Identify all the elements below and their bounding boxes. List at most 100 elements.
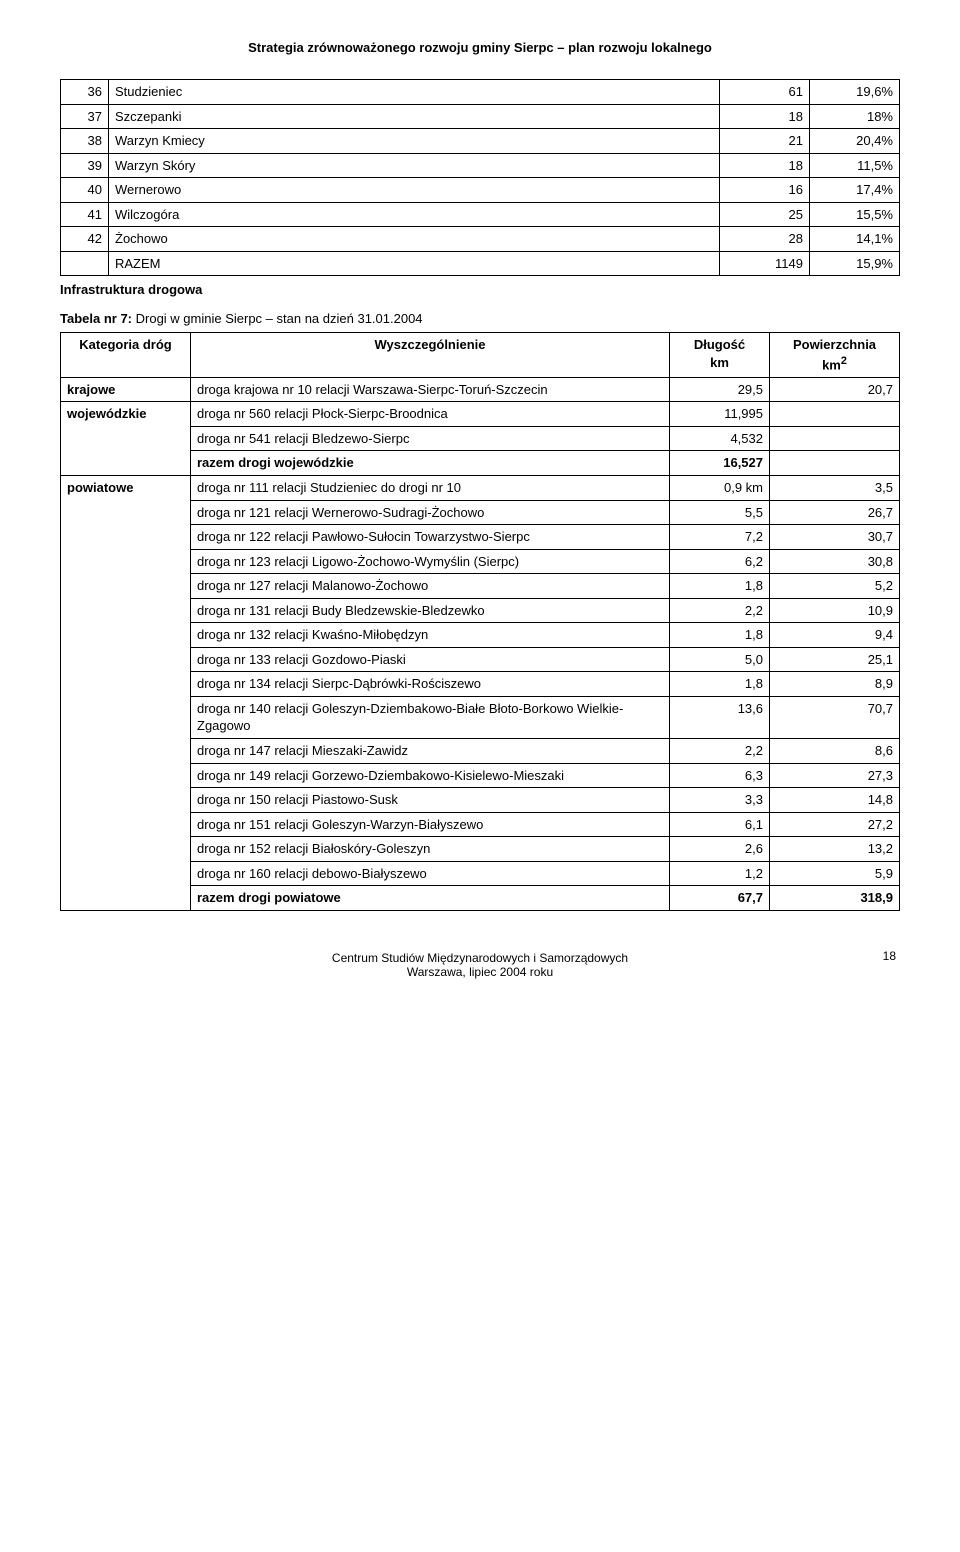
cell-length: 11,995 [670, 402, 770, 427]
table-row: 36Studzieniec6119,6% [61, 80, 900, 105]
page-header-title: Strategia zrównoważonego rozwoju gminy S… [60, 40, 900, 55]
cell-index: 37 [61, 104, 109, 129]
table-row-total: RAZEM114915,9% [61, 251, 900, 276]
cell-value2: 20,4% [810, 129, 900, 154]
cell-value2: 18% [810, 104, 900, 129]
cell-index: 42 [61, 227, 109, 252]
cell-category: krajowe [61, 377, 191, 402]
cell-length: 2,6 [670, 837, 770, 862]
cell-area: 30,7 [770, 525, 900, 550]
cell-subtotal-label: razem drogi wojewódzkie [191, 451, 670, 476]
table-roads: Kategoria drógWyszczególnienieDługośćkmP… [60, 332, 900, 910]
footer-line2: Warszawa, lipiec 2004 roku [60, 965, 900, 979]
cell-value1: 25 [720, 202, 810, 227]
cell-length: 1,2 [670, 861, 770, 886]
cell-value1: 18 [720, 153, 810, 178]
cell-desc: droga nr 151 relacji Goleszyn-Warzyn-Bia… [191, 812, 670, 837]
cell-subtotal-area: 318,9 [770, 886, 900, 911]
cell-desc: droga nr 121 relacji Wernerowo-Sudragi-Ż… [191, 500, 670, 525]
cell-length: 2,2 [670, 739, 770, 764]
cell-area: 27,2 [770, 812, 900, 837]
cell-name: Wernerowo [109, 178, 720, 203]
caption-prefix: Tabela nr 7: [60, 311, 132, 326]
cell-value2: 15,5% [810, 202, 900, 227]
cell-value1: 61 [720, 80, 810, 105]
cell-area: 26,7 [770, 500, 900, 525]
cell-area: 3,5 [770, 475, 900, 500]
cell-area: 5,9 [770, 861, 900, 886]
table-caption: Tabela nr 7: Drogi w gminie Sierpc – sta… [60, 311, 900, 326]
cell-empty [61, 251, 109, 276]
table-row: powiatowedroga nr 111 relacji Studzienie… [61, 475, 900, 500]
header-area: Powierzchniakm2 [770, 333, 900, 377]
caption-text: Drogi w gminie Sierpc – stan na dzień 31… [132, 311, 423, 326]
cell-length: 2,2 [670, 598, 770, 623]
cell-index: 41 [61, 202, 109, 227]
cell-length: 1,8 [670, 672, 770, 697]
cell-length: 1,8 [670, 574, 770, 599]
cell-desc: droga nr 560 relacji Płock-Sierpc-Broodn… [191, 402, 670, 427]
cell-length: 13,6 [670, 696, 770, 738]
cell-desc: droga nr 149 relacji Gorzewo-Dziembakowo… [191, 763, 670, 788]
cell-name: Warzyn Kmiecy [109, 129, 720, 154]
cell-length: 5,0 [670, 647, 770, 672]
cell-index: 36 [61, 80, 109, 105]
cell-desc: droga nr 127 relacji Malanowo-Żochowo [191, 574, 670, 599]
cell-length: 5,5 [670, 500, 770, 525]
cell-value1: 16 [720, 178, 810, 203]
table-row: wojewódzkiedroga nr 560 relacji Płock-Si… [61, 402, 900, 427]
cell-desc: droga nr 111 relacji Studzieniec do drog… [191, 475, 670, 500]
cell-area: 14,8 [770, 788, 900, 813]
cell-length: 6,1 [670, 812, 770, 837]
table-row: 39Warzyn Skóry1811,5% [61, 153, 900, 178]
section-heading: Infrastruktura drogowa [60, 282, 900, 297]
cell-area: 8,9 [770, 672, 900, 697]
cell-length: 4,532 [670, 426, 770, 451]
cell-length: 29,5 [670, 377, 770, 402]
table-row: 38Warzyn Kmiecy2120,4% [61, 129, 900, 154]
cell-total-v1: 1149 [720, 251, 810, 276]
table-row: 37Szczepanki1818% [61, 104, 900, 129]
cell-name: Wilczogóra [109, 202, 720, 227]
cell-area: 13,2 [770, 837, 900, 862]
table-header-row: Kategoria drógWyszczególnienieDługośćkmP… [61, 333, 900, 377]
cell-desc: droga nr 123 relacji Ligowo-Żochowo-Wymy… [191, 549, 670, 574]
cell-desc: droga nr 122 relacji Pawłowo-Sułocin Tow… [191, 525, 670, 550]
cell-desc: droga nr 160 relacji debowo-Białyszewo [191, 861, 670, 886]
header-desc: Wyszczególnienie [191, 333, 670, 377]
cell-area: 27,3 [770, 763, 900, 788]
cell-value1: 18 [720, 104, 810, 129]
cell-length: 6,3 [670, 763, 770, 788]
table-row: 40Wernerowo1617,4% [61, 178, 900, 203]
cell-value2: 11,5% [810, 153, 900, 178]
cell-desc: droga nr 140 relacji Goleszyn-Dziembakow… [191, 696, 670, 738]
cell-desc: droga nr 132 relacji Kwaśno-Miłobędzyn [191, 623, 670, 648]
cell-value2: 14,1% [810, 227, 900, 252]
cell-desc: droga nr 131 relacji Budy Bledzewskie-Bl… [191, 598, 670, 623]
cell-desc: droga nr 152 relacji Białoskóry-Goleszyn [191, 837, 670, 862]
cell-index: 38 [61, 129, 109, 154]
cell-length: 1,8 [670, 623, 770, 648]
cell-desc: droga nr 541 relacji Bledzewo-Sierpc [191, 426, 670, 451]
cell-length: 7,2 [670, 525, 770, 550]
cell-length: 0,9 km [670, 475, 770, 500]
cell-desc: droga nr 147 relacji Mieszaki-Zawidz [191, 739, 670, 764]
cell-length: 6,2 [670, 549, 770, 574]
cell-area: 5,2 [770, 574, 900, 599]
cell-area: 20,7 [770, 377, 900, 402]
cell-area: 25,1 [770, 647, 900, 672]
cell-name: Warzyn Skóry [109, 153, 720, 178]
table-row: krajowedroga krajowa nr 10 relacji Warsz… [61, 377, 900, 402]
cell-desc: droga nr 134 relacji Sierpc-Dąbrówki-Roś… [191, 672, 670, 697]
table-localities: 36Studzieniec6119,6%37Szczepanki1818%38W… [60, 79, 900, 276]
cell-area: 70,7 [770, 696, 900, 738]
cell-area: 10,9 [770, 598, 900, 623]
cell-name: Szczepanki [109, 104, 720, 129]
cell-subtotal-length: 67,7 [670, 886, 770, 911]
cell-name: Studzieniec [109, 80, 720, 105]
cell-area: 9,4 [770, 623, 900, 648]
cell-subtotal-area [770, 451, 900, 476]
cell-desc: droga krajowa nr 10 relacji Warszawa-Sie… [191, 377, 670, 402]
cell-index: 39 [61, 153, 109, 178]
table-row: 41Wilczogóra2515,5% [61, 202, 900, 227]
